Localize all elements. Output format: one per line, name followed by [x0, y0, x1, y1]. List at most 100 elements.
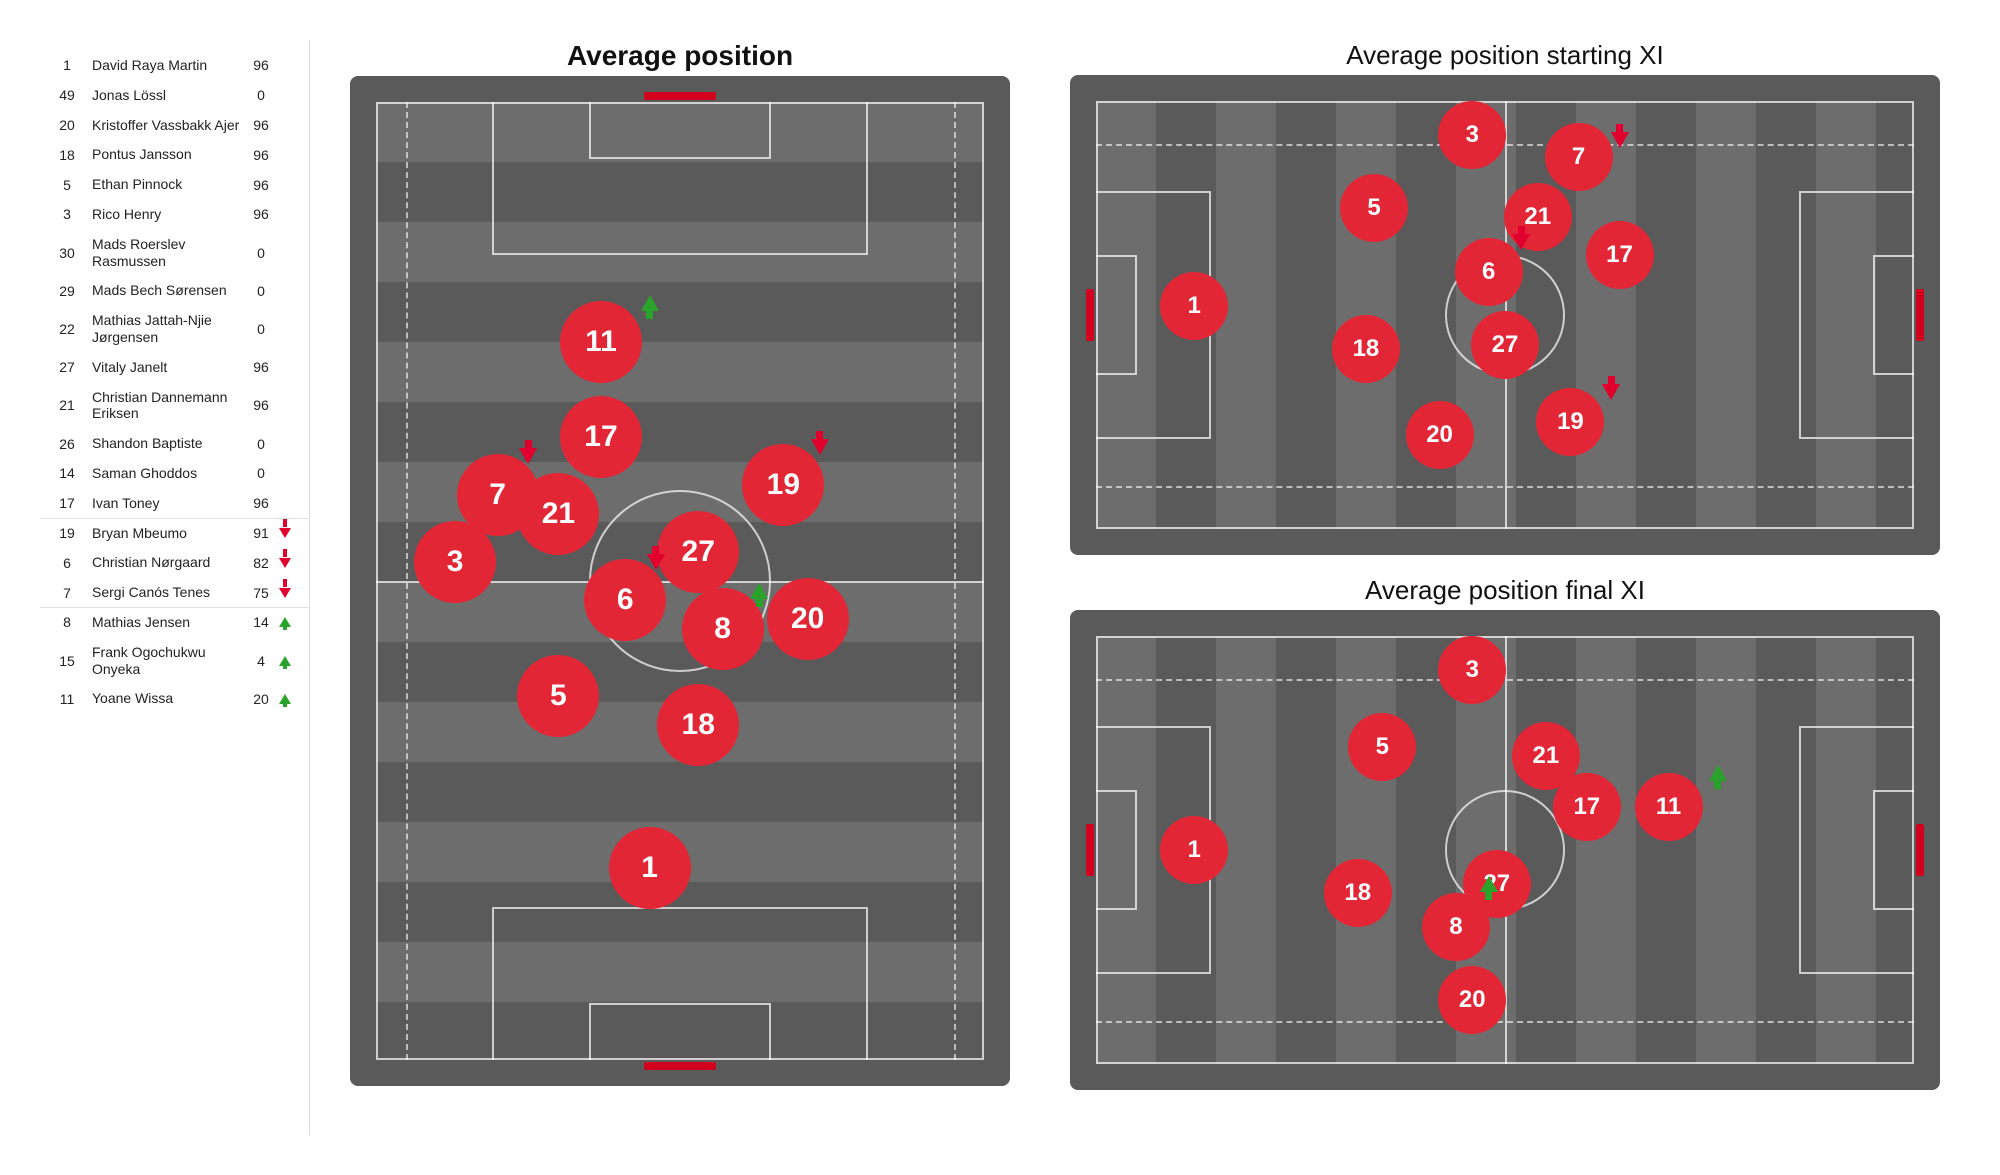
player-roster-table: 1David Raya Martin9649Jonas Lössl020Kris… [40, 40, 310, 1135]
final-xi-title: Average position final XI [1365, 575, 1645, 606]
roster-minutes: 4 [243, 653, 279, 669]
player-marker: 1 [1160, 272, 1228, 340]
player-marker: 17 [560, 396, 642, 478]
sub-arrow-icon [279, 585, 297, 601]
sub-arrow-icon [519, 448, 537, 464]
roster-row: 20Kristoffer Vassbakk Ajer96 [40, 110, 309, 140]
sub-arrow-icon [1611, 132, 1629, 148]
player-marker: 1 [609, 827, 691, 909]
roster-number: 27 [52, 359, 82, 375]
roster-number: 30 [52, 245, 82, 261]
roster-row: 6Christian Nørgaard82 [40, 547, 309, 577]
roster-row: 15Frank Ogochukwu Onyeka4 [40, 637, 309, 684]
roster-minutes: 96 [243, 177, 279, 193]
roster-row: 1David Raya Martin96 [40, 50, 309, 80]
roster-name: Saman Ghoddos [82, 465, 243, 482]
sub-arrow-icon [279, 653, 297, 669]
sub-arrow-icon [1512, 234, 1530, 250]
player-marker: 17 [1553, 773, 1621, 841]
roster-minutes: 0 [243, 465, 279, 481]
roster-minutes: 14 [243, 614, 279, 630]
roster-number: 14 [52, 465, 82, 481]
roster-number: 3 [52, 206, 82, 222]
player-marker: 17 [1586, 221, 1654, 289]
roster-row: 7Sergi Canós Tenes75 [40, 577, 309, 607]
player-marker: 7 [1545, 123, 1613, 191]
player-marker: 3 [414, 521, 496, 603]
roster-name: Christian Dannemann Eriksen [82, 389, 243, 423]
player-marker: 6 [584, 559, 666, 641]
roster-name: Mads Bech Sørensen [82, 282, 243, 299]
roster-minutes: 20 [243, 691, 279, 707]
roster-row: 22 Mathias Jattah-Njie Jørgensen0 [40, 305, 309, 352]
roster-name: Bryan Mbeumo [82, 525, 243, 542]
roster-number: 18 [52, 147, 82, 163]
roster-minutes: 0 [243, 87, 279, 103]
roster-number: 19 [52, 525, 82, 541]
sub-arrow-icon [1480, 876, 1498, 892]
right-column: Average position starting XI 37521176127… [1050, 40, 1960, 1135]
sub-arrow-icon [1709, 765, 1727, 781]
roster-row: 49Jonas Lössl0 [40, 80, 309, 110]
player-marker: 20 [1406, 401, 1474, 469]
roster-minutes: 0 [243, 436, 279, 452]
starting-xi-block: Average position starting XI 37521176127… [1050, 40, 1960, 555]
roster-minutes: 96 [243, 495, 279, 511]
roster-number: 17 [52, 495, 82, 511]
roster-number: 7 [52, 585, 82, 601]
roster-row: 3Rico Henry96 [40, 199, 309, 229]
roster-name: Frank Ogochukwu Onyeka [82, 644, 243, 678]
roster-row: 5Ethan Pinnock96 [40, 169, 309, 199]
roster-name: Yoane Wissa [82, 690, 243, 707]
player-marker: 5 [1340, 174, 1408, 242]
sub-arrow-icon [750, 583, 768, 599]
player-marker: 18 [1324, 859, 1392, 927]
roster-name: David Raya Martin [82, 57, 243, 74]
player-marker: 19 [1536, 388, 1604, 456]
player-marker: 18 [1332, 315, 1400, 383]
player-marker: 1 [1160, 816, 1228, 884]
roster-minutes: 0 [243, 283, 279, 299]
roster-name: Mads Roerslev Rasmussen [82, 236, 243, 270]
sub-arrow-icon [279, 525, 297, 541]
main-pitch-column: Average position 11171972127368205181 [340, 40, 1020, 1135]
roster-minutes: 96 [243, 117, 279, 133]
roster-row: 17Ivan Toney96 [40, 488, 309, 518]
roster-number: 1 [52, 57, 82, 73]
player-marker: 27 [1471, 311, 1539, 379]
player-marker: 11 [560, 301, 642, 383]
roster-row: 14Saman Ghoddos0 [40, 458, 309, 488]
roster-number: 5 [52, 177, 82, 193]
roster-row: 11Yoane Wissa20 [40, 683, 309, 713]
sub-arrow-icon [1602, 384, 1620, 400]
starting-xi-pitch: 37521176127182019 [1070, 75, 1940, 555]
roster-number: 11 [52, 691, 82, 707]
main-pitch-title: Average position [567, 40, 793, 72]
roster-row: 21Christian Dannemann Eriksen96 [40, 382, 309, 429]
sub-arrow-icon [647, 554, 665, 570]
player-marker: 18 [657, 684, 739, 766]
player-marker: 3 [1438, 636, 1506, 704]
roster-number: 49 [52, 87, 82, 103]
roster-minutes: 75 [243, 585, 279, 601]
roster-name: Vitaly Janelt [82, 359, 243, 376]
roster-name: Sergi Canós Tenes [82, 584, 243, 601]
sub-arrow-icon [279, 691, 297, 707]
player-marker: 8 [1422, 893, 1490, 961]
sub-arrow-icon [641, 295, 659, 311]
player-marker: 27 [657, 511, 739, 593]
roster-name: Pontus Jansson [82, 146, 243, 163]
roster-minutes: 91 [243, 525, 279, 541]
roster-number: 8 [52, 614, 82, 630]
main-pitch: 11171972127368205181 [350, 76, 1010, 1086]
player-marker: 11 [1635, 773, 1703, 841]
roster-name: Shandon Baptiste [82, 435, 243, 452]
roster-minutes: 96 [243, 147, 279, 163]
roster-name: Jonas Lössl [82, 87, 243, 104]
roster-name: Rico Henry [82, 206, 243, 223]
roster-name: Mathias Jattah-Njie Jørgensen [82, 312, 243, 346]
roster-name: Ethan Pinnock [82, 176, 243, 193]
roster-row: 18Pontus Jansson96 [40, 139, 309, 169]
final-xi-pitch: 3521171111827820 [1070, 610, 1940, 1090]
roster-number: 20 [52, 117, 82, 133]
